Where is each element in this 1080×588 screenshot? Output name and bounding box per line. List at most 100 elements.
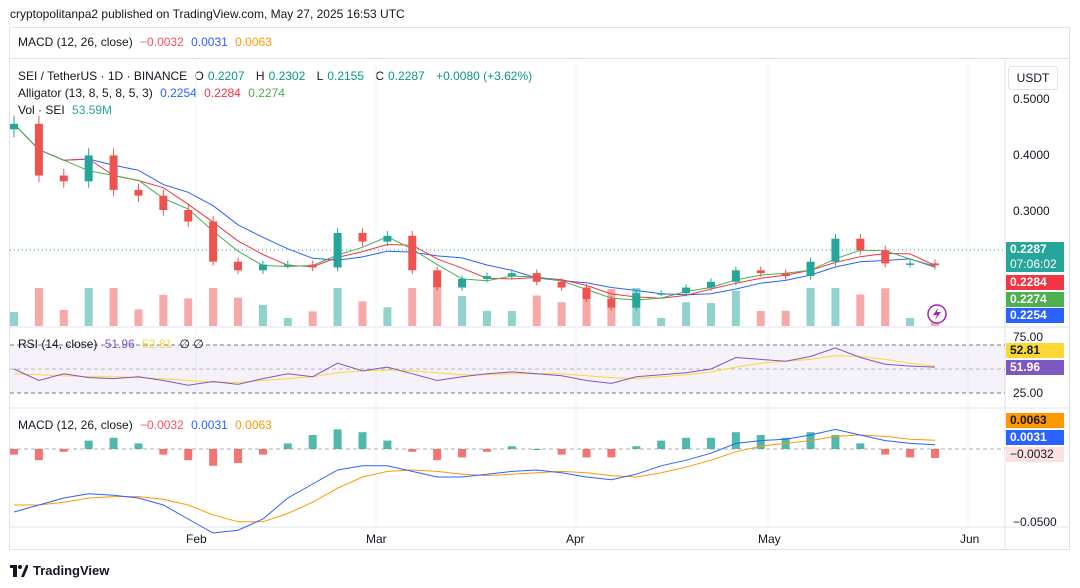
macd-hist-bar-1: [34, 449, 43, 461]
volume-bar-10: [258, 304, 267, 326]
volume-bar-5: [134, 309, 143, 326]
volume-bar-30: [756, 311, 765, 326]
volume-bar-4: [109, 288, 118, 326]
candle-body-18: [458, 278, 467, 288]
rsi-ma-value: 52.81: [142, 337, 173, 351]
macd-hist-bar-28: [706, 437, 715, 449]
macd-hist-bar-36: [906, 449, 915, 458]
top-macd-legend[interactable]: MACD (12, 26, close) −0.0032 0.0031 0.00…: [18, 35, 276, 49]
macd-hist-bar-18: [458, 449, 467, 458]
macd-hist-bar-0: [10, 449, 18, 455]
macd-hist-bar-37: [931, 449, 939, 458]
macd-hist-bar-34: [856, 443, 865, 449]
candle-body-6: [159, 195, 168, 210]
close-value: 0.2287: [388, 69, 425, 83]
candle-body-20: [507, 273, 516, 277]
close-price-tag-value: 0.2287: [1010, 242, 1047, 256]
currency-button[interactable]: USDT: [1008, 66, 1058, 90]
candle-body-14: [358, 232, 367, 242]
rsi-ma-tag: 52.81: [1006, 343, 1064, 358]
macd-hist-bar-20: [507, 446, 516, 449]
top-macd-signal: 0.0063: [235, 35, 272, 49]
volume-bar-11: [283, 318, 292, 326]
macd-hist-bar-27: [682, 437, 691, 449]
volume-bar-9: [234, 297, 243, 326]
volume-label: Vol · SEI: [18, 103, 65, 117]
candle-body-34: [856, 238, 865, 251]
candle-body-11: [283, 264, 292, 267]
rsi-value: 51.96: [104, 337, 135, 351]
macd-signal-line: [14, 434, 936, 523]
candle-body-31: [781, 273, 790, 277]
volume-bar-8: [209, 288, 218, 326]
top-legend-bar: [9, 27, 1070, 59]
macd-hist-value: −0.0032: [140, 418, 184, 432]
rsi-line: [13, 347, 936, 386]
alligator-lips: 0.2274: [248, 86, 285, 100]
candles: [10, 115, 939, 311]
volume-bar-33: [831, 288, 840, 326]
macd-hist-bar-7: [184, 449, 193, 461]
high-label: H: [255, 69, 265, 83]
volume-bar-6: [159, 294, 168, 326]
macd-hist-bar-22: [557, 449, 566, 455]
macd-legend[interactable]: MACD (12, 26, close) −0.0032 0.0031 0.00…: [18, 418, 276, 432]
change-value: +0.0080 (+3.62%): [436, 69, 533, 83]
volume-bar-16: [408, 288, 417, 326]
macd-hist-bar-33: [831, 435, 840, 449]
macd-tag: 0.0031: [1006, 430, 1064, 445]
candle-body-12: [308, 264, 317, 268]
rsi-label: RSI (14, close): [18, 337, 98, 351]
candle-body-30: [756, 270, 765, 274]
macd-hist-bar-10: [258, 449, 267, 455]
candle-body-29: [731, 270, 740, 282]
footer-brand-text: TradingView: [33, 563, 110, 578]
top-macd-label: MACD (12, 26, close): [18, 35, 133, 49]
rsi-legend[interactable]: RSI (14, close) 51.96 52.81 ∅ ∅: [18, 337, 208, 351]
candle-body-19: [482, 276, 491, 279]
candle-body-3: [84, 155, 93, 182]
volume-bar-26: [657, 318, 666, 326]
price-tick-030: 0.3000: [1013, 204, 1050, 218]
close-label: C: [375, 69, 385, 83]
macd-hist-bar-25: [632, 446, 641, 449]
candle-body-8: [209, 221, 218, 262]
macd-hist-bar-2: [59, 449, 68, 452]
symbol-title: SEI / TetherUS · 1D · BINANCE: [18, 69, 188, 83]
x-tick-jun: Jun: [960, 532, 980, 546]
footer-brand[interactable]: TradingView: [10, 563, 109, 578]
candle-body-26: [657, 293, 666, 295]
candle-body-21: [532, 273, 541, 282]
publisher-line: cryptopolitanpa2 published on TradingVie…: [10, 7, 405, 21]
candle-body-15: [383, 235, 392, 242]
volume-bar-27: [682, 302, 691, 326]
macd-hist-bar-24: [607, 449, 616, 458]
macd-hist-bar-30: [756, 435, 765, 449]
candle-body-22: [557, 281, 566, 288]
vertical-grid: [195, 60, 969, 527]
candle-body-25: [632, 293, 641, 308]
countdown-tag: 07:06:02: [1010, 257, 1057, 271]
volume-bar-36: [906, 318, 915, 326]
candle-body-2: [59, 175, 68, 182]
volume-legend[interactable]: Vol · SEI 53.59M: [18, 103, 116, 117]
candle-body-28: [706, 281, 715, 288]
candle-body-37: [931, 263, 939, 266]
macd-hist-bar-8: [209, 449, 218, 466]
price-tick-050: 0.5000: [1013, 92, 1050, 106]
volume-bar-21: [532, 295, 541, 326]
candle-body-13: [333, 232, 342, 268]
volume-bar-23: [582, 288, 591, 326]
volume-bar-32: [806, 288, 815, 326]
macd-hist-bar-14: [358, 432, 367, 449]
alligator-legend[interactable]: Alligator (13, 8, 5, 8, 5, 3) 0.2254 0.2…: [18, 86, 289, 100]
volume-bar-31: [781, 310, 790, 326]
candle-body-24: [607, 299, 616, 308]
macd-hist-bar-11: [283, 443, 292, 449]
lightning-icon[interactable]: [927, 304, 947, 324]
open-label: O: [194, 69, 204, 83]
volume-bars: [10, 288, 939, 326]
volume-bar-12: [308, 311, 317, 326]
